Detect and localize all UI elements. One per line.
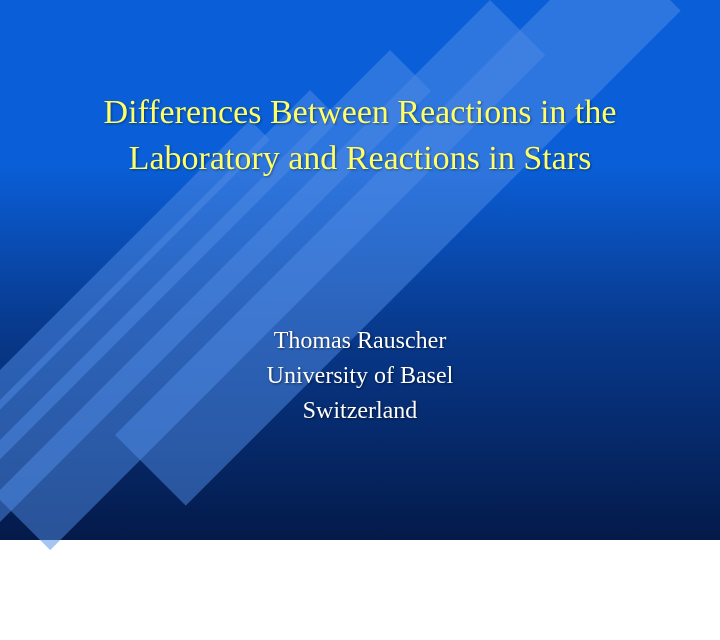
bar-4	[0, 0, 545, 550]
slide-container: Differences Between Reactions in the Lab…	[0, 0, 720, 540]
slide-title: Differences Between Reactions in the Lab…	[0, 90, 720, 182]
title-line-1: Differences Between Reactions in the	[104, 94, 617, 131]
title-line-2: Laboratory and Reactions in Stars	[129, 140, 592, 177]
author-name: Thomas Rauscher	[0, 324, 720, 359]
author-block: Thomas Rauscher University of Basel Swit…	[0, 324, 720, 428]
author-country: Switzerland	[0, 394, 720, 429]
author-affiliation: University of Basel	[0, 359, 720, 394]
bar-5	[115, 0, 681, 506]
